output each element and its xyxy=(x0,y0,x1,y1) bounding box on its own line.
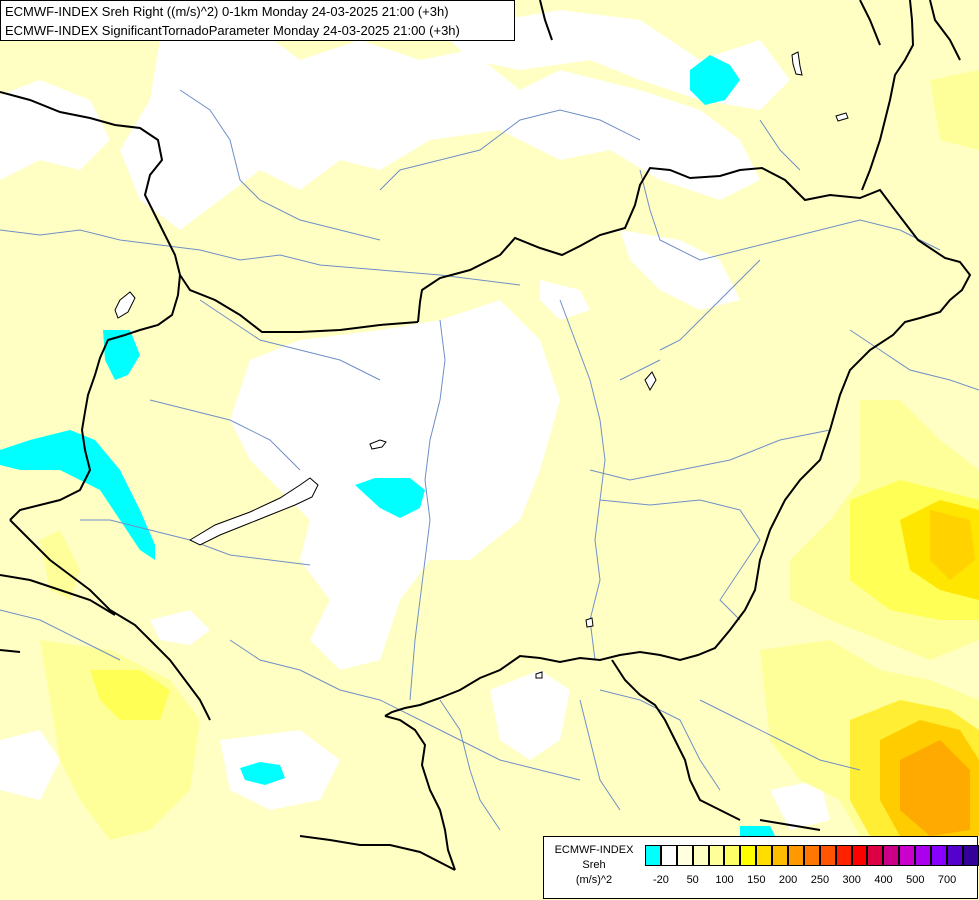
legend-swatch xyxy=(692,845,709,866)
legend-swatch xyxy=(851,845,868,866)
country-borders xyxy=(0,0,972,871)
title-line-stp: ECMWF-INDEX SignificantTornadoParameter … xyxy=(5,23,460,38)
legend-label: ECMWF-INDEX Sreh (m/s)^2 xyxy=(544,843,644,888)
legend-tick-label: 200 xyxy=(778,874,798,886)
legend-swatch xyxy=(788,845,804,866)
lakes xyxy=(114,51,849,679)
legend-swatch xyxy=(724,845,741,866)
legend-swatch xyxy=(946,845,963,866)
legend-tick-label: 150 xyxy=(747,874,766,886)
legend-swatch xyxy=(931,845,947,866)
legend-tick-label: 100 xyxy=(715,874,734,886)
legend-swatch xyxy=(660,845,677,866)
legend-swatch xyxy=(772,845,789,866)
legend-swatch xyxy=(803,845,820,866)
legend-tick-label: 700 xyxy=(937,874,957,886)
legend-ticks: -20 50 100 150 200 250 300 400 500 700 xyxy=(645,873,975,889)
cyan-regions xyxy=(0,55,775,836)
legend-swatch xyxy=(708,845,725,866)
legend-swatch xyxy=(756,845,773,866)
legend-label-unit: (m/s)^2 xyxy=(575,874,613,886)
legend-tick-label: 400 xyxy=(874,874,893,886)
legend-swatch xyxy=(915,845,932,866)
legend-tick-label: 300 xyxy=(842,874,861,886)
legend-swatch xyxy=(962,845,979,866)
legend-swatches xyxy=(645,845,979,866)
map-title-box: ECMWF-INDEX Sreh Right ((m/s)^2) 0-1km M… xyxy=(0,0,515,41)
legend-swatch xyxy=(835,845,852,866)
legend-swatch xyxy=(867,845,884,866)
white-regions xyxy=(0,10,830,830)
yellow-regions xyxy=(40,70,979,840)
legend-tick-label: 500 xyxy=(906,874,925,886)
legend-swatch xyxy=(676,845,693,866)
legend-swatch xyxy=(645,845,661,866)
legend-tick-label: 250 xyxy=(810,874,830,886)
legend-swatch xyxy=(740,845,757,866)
legend-label-variable: Sreh xyxy=(582,859,606,871)
title-line-sreh: ECMWF-INDEX Sreh Right ((m/s)^2) 0-1km M… xyxy=(5,4,449,19)
legend-tick-label: 50 xyxy=(686,874,699,886)
legend-swatch xyxy=(883,845,900,866)
legend-swatch xyxy=(899,845,916,866)
color-legend: ECMWF-INDEX Sreh (m/s)^2 -20 50 100 150 200 2… xyxy=(543,836,979,899)
legend-label-source: ECMWF-INDEX xyxy=(554,844,634,856)
legend-tick-label: -20 xyxy=(652,874,669,886)
legend-swatch xyxy=(819,845,836,866)
